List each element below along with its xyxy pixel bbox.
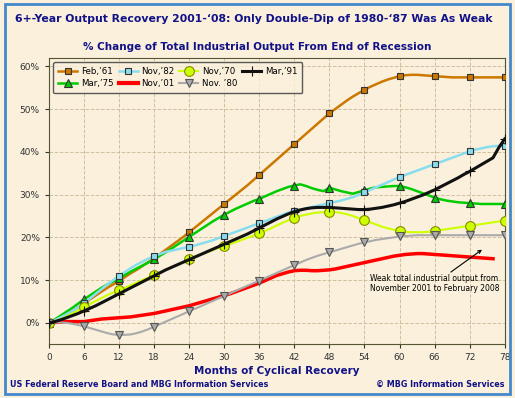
- Text: US Federal Reserve Board and MBG Information Services: US Federal Reserve Board and MBG Informa…: [10, 380, 269, 389]
- Text: Weak total industrial output from
November 2001 to February 2008: Weak total industrial output from Novemb…: [370, 250, 500, 293]
- Text: % Change of Total Industrial Output From End of Recession: % Change of Total Industrial Output From…: [83, 42, 432, 52]
- Legend: Feb,’61, Mar,’75, Nov,’82, Nov,’01, Nov,’70, Nov. ’80, Mar,’91: Feb,’61, Mar,’75, Nov,’82, Nov,’01, Nov,…: [53, 62, 302, 94]
- X-axis label: Months of Cyclical Recovery: Months of Cyclical Recovery: [194, 367, 359, 377]
- Text: © MBG Information Services: © MBG Information Services: [376, 380, 505, 389]
- Text: 6+-Year Output Recovery 2001-‘08: Only Double-Dip of 1980-‘87 Was As Weak: 6+-Year Output Recovery 2001-‘08: Only D…: [15, 14, 493, 24]
